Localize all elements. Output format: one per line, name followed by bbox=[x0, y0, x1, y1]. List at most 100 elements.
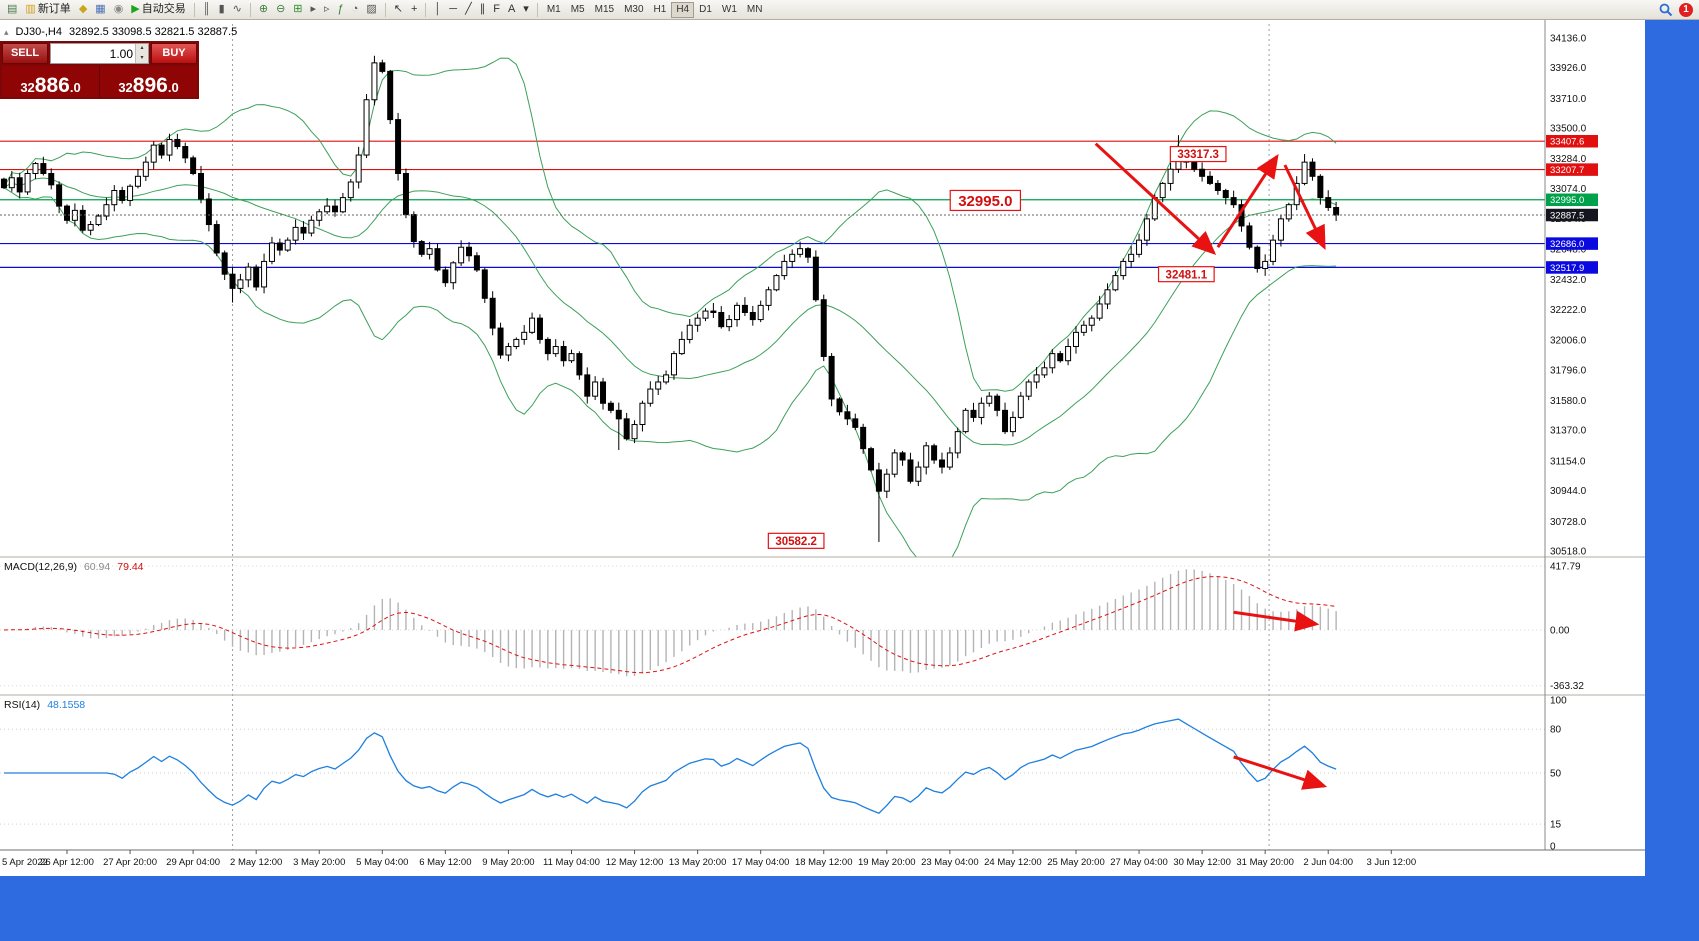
chart-ohlc-values: 32892.5 33098.5 32821.5 32887.5 bbox=[69, 26, 238, 38]
svg-text:-363.32: -363.32 bbox=[1550, 681, 1584, 692]
indicators-button[interactable]: ƒ bbox=[334, 1, 348, 19]
zoom-out-icon: ⊖ bbox=[276, 3, 286, 15]
svg-text:32481.1: 32481.1 bbox=[1166, 269, 1208, 281]
strategy-tester-button[interactable]: ◉ bbox=[110, 1, 128, 19]
vertical-line-icon: │ bbox=[434, 3, 442, 15]
svg-text:33710.0: 33710.0 bbox=[1550, 94, 1587, 105]
svg-text:31580.0: 31580.0 bbox=[1550, 396, 1587, 407]
sell-price-prefix: 32 bbox=[20, 80, 35, 95]
svg-text:9 May 20:00: 9 May 20:00 bbox=[482, 857, 534, 868]
macd-indicator-label: MACD(12,26,9) 60.94 79.44 bbox=[4, 561, 144, 573]
svg-text:29 Apr 04:00: 29 Apr 04:00 bbox=[166, 857, 220, 868]
sell-button[interactable]: SELL bbox=[2, 43, 48, 64]
svg-text:31796.0: 31796.0 bbox=[1550, 365, 1587, 376]
annotation-price-label bbox=[1157, 266, 1215, 283]
templates-button[interactable]: ▨ bbox=[362, 1, 380, 19]
trend-arrow bbox=[1216, 153, 1279, 249]
search-icon[interactable] bbox=[1659, 3, 1673, 17]
svg-text:33500.0: 33500.0 bbox=[1550, 124, 1587, 135]
sell-price[interactable]: 32 886.0 bbox=[2, 66, 99, 97]
crosshair-button[interactable]: + bbox=[407, 1, 421, 19]
macd-name: MACD(12,26,9) bbox=[4, 561, 77, 573]
svg-text:18 May 12:00: 18 May 12:00 bbox=[795, 857, 853, 868]
volume-increase-button[interactable]: ▴ bbox=[135, 44, 148, 54]
timeframe-m30-button[interactable]: M30 bbox=[619, 2, 648, 18]
svg-text:6 May 12:00: 6 May 12:00 bbox=[419, 857, 471, 868]
tile-windows-button[interactable]: ⊞ bbox=[289, 1, 306, 19]
timeframe-h4-button[interactable]: H4 bbox=[671, 1, 695, 18]
zoom-in-icon: ⊕ bbox=[258, 3, 269, 15]
svg-text:30728.0: 30728.0 bbox=[1550, 517, 1587, 528]
auto-scroll-button[interactable]: ▸ bbox=[307, 1, 321, 19]
auto-scroll-icon: ▸ bbox=[310, 3, 317, 15]
buy-button[interactable]: BUY bbox=[151, 43, 197, 64]
timeframe-h1-button[interactable]: H1 bbox=[649, 2, 672, 18]
volume-input[interactable] bbox=[51, 44, 135, 63]
timeframe-m1-button[interactable]: M1 bbox=[542, 2, 566, 18]
trendline-button[interactable]: ╱ bbox=[461, 1, 476, 19]
volume-field: ▴ ▾ bbox=[50, 43, 149, 64]
price-axis[interactable]: 34136.0 33926.0 33710.0 33500.0 33284.0 33074… bbox=[1544, 20, 1598, 853]
svg-text:50: 50 bbox=[1550, 769, 1562, 780]
vertical-line-button[interactable]: │ bbox=[430, 1, 445, 19]
toolbar-groups: ▤ ▥ 新订单 ◆ ▦ ◉ ▶ 自动交易 ║ ▮ ∿ ⊕ ⊖ ⊞ ▸ ▹ ƒ ◔ ▨ ↖ + │ ─ ╱ ∥ F A ▾ M1 M5 M15… bbox=[3, 0, 1659, 19]
svg-text:26 Apr 12:00: 26 Apr 12:00 bbox=[40, 857, 94, 868]
timeframe-m15-button[interactable]: M15 bbox=[590, 2, 619, 18]
svg-text:3 May 20:00: 3 May 20:00 bbox=[293, 857, 345, 868]
zoom-in-button[interactable]: ⊕ bbox=[255, 1, 272, 19]
timeframe-w1-button[interactable]: W1 bbox=[717, 2, 742, 18]
market-watch-button[interactable]: ▦ bbox=[91, 1, 109, 19]
notification-badge[interactable]: 1 bbox=[1679, 2, 1693, 17]
metaeditor-button[interactable]: ◆ bbox=[75, 1, 91, 19]
text-icon: A bbox=[507, 3, 516, 15]
toolbar-right: 1 bbox=[1659, 2, 1696, 17]
svg-text:32432.0: 32432.0 bbox=[1550, 275, 1587, 286]
text-button[interactable]: A bbox=[504, 1, 519, 19]
svg-text:33207.7: 33207.7 bbox=[1550, 165, 1584, 176]
svg-text:30582.2: 30582.2 bbox=[775, 536, 817, 548]
candlestick-chart-button[interactable]: ▮ bbox=[215, 1, 229, 19]
annotation-price-label bbox=[767, 532, 825, 549]
new-order-button[interactable]: ▥ 新订单 bbox=[21, 1, 74, 19]
rsi-pane bbox=[0, 718, 1545, 825]
annotations[interactable]: 33317.3 32995.0 32481.1 30582.2 bbox=[767, 142, 1328, 790]
desktop-background-bottom bbox=[0, 876, 1645, 941]
timeframe-m5-button[interactable]: M5 bbox=[566, 2, 590, 18]
line-chart-button[interactable]: ∿ bbox=[229, 1, 246, 19]
svg-text:0: 0 bbox=[1550, 842, 1556, 853]
buy-price[interactable]: 32 896.0 bbox=[99, 66, 197, 97]
svg-text:32995.0: 32995.0 bbox=[1550, 195, 1584, 206]
periods-button[interactable]: ◔ bbox=[348, 1, 363, 19]
timeframe-mn-button[interactable]: MN bbox=[742, 2, 768, 18]
templates-icon: ▨ bbox=[366, 3, 377, 15]
chart-canvas[interactable]: 34136.0 33926.0 33710.0 33500.0 33284.0 33074… bbox=[0, 20, 1645, 876]
svg-text:2 May 12:00: 2 May 12:00 bbox=[230, 857, 282, 868]
zoom-out-button[interactable]: ⊖ bbox=[272, 1, 289, 19]
svg-text:25 May 20:00: 25 May 20:00 bbox=[1047, 857, 1105, 868]
volume-decrease-button[interactable]: ▾ bbox=[135, 53, 148, 63]
new-order-button-label: 新订单 bbox=[37, 3, 71, 15]
one-click-collapse-icon[interactable]: ▴ bbox=[4, 26, 9, 37]
svg-text:30 May 12:00: 30 May 12:00 bbox=[1173, 857, 1231, 868]
new-chart-button[interactable]: ▤ bbox=[3, 1, 21, 19]
new-order-icon: ▥ bbox=[25, 3, 36, 15]
equidistant-channel-button[interactable]: ∥ bbox=[476, 1, 490, 19]
arrows-button[interactable]: ▾ bbox=[519, 1, 533, 19]
chart-shift-icon: ▹ bbox=[324, 3, 330, 15]
fibonacci-button[interactable]: F bbox=[489, 1, 504, 19]
macd-main-value: 60.94 bbox=[83, 561, 111, 573]
svg-text:33407.6: 33407.6 bbox=[1550, 137, 1584, 148]
cursor-icon: ↖ bbox=[393, 3, 403, 15]
auto-trading-button-label: 自动交易 bbox=[141, 3, 186, 15]
bar-chart-button[interactable]: ║ bbox=[199, 1, 215, 19]
cursor-button[interactable]: ↖ bbox=[390, 1, 407, 19]
svg-text:32995.0: 32995.0 bbox=[958, 193, 1012, 210]
horizontal-line-button[interactable]: ─ bbox=[445, 1, 461, 19]
chart-shift-button[interactable]: ▹ bbox=[320, 1, 334, 19]
auto-trading-button[interactable]: ▶ 自动交易 bbox=[127, 1, 189, 19]
metaeditor-icon: ◆ bbox=[78, 3, 88, 15]
toolbar-separator bbox=[536, 2, 538, 17]
timeframe-d1-button[interactable]: D1 bbox=[694, 2, 717, 18]
